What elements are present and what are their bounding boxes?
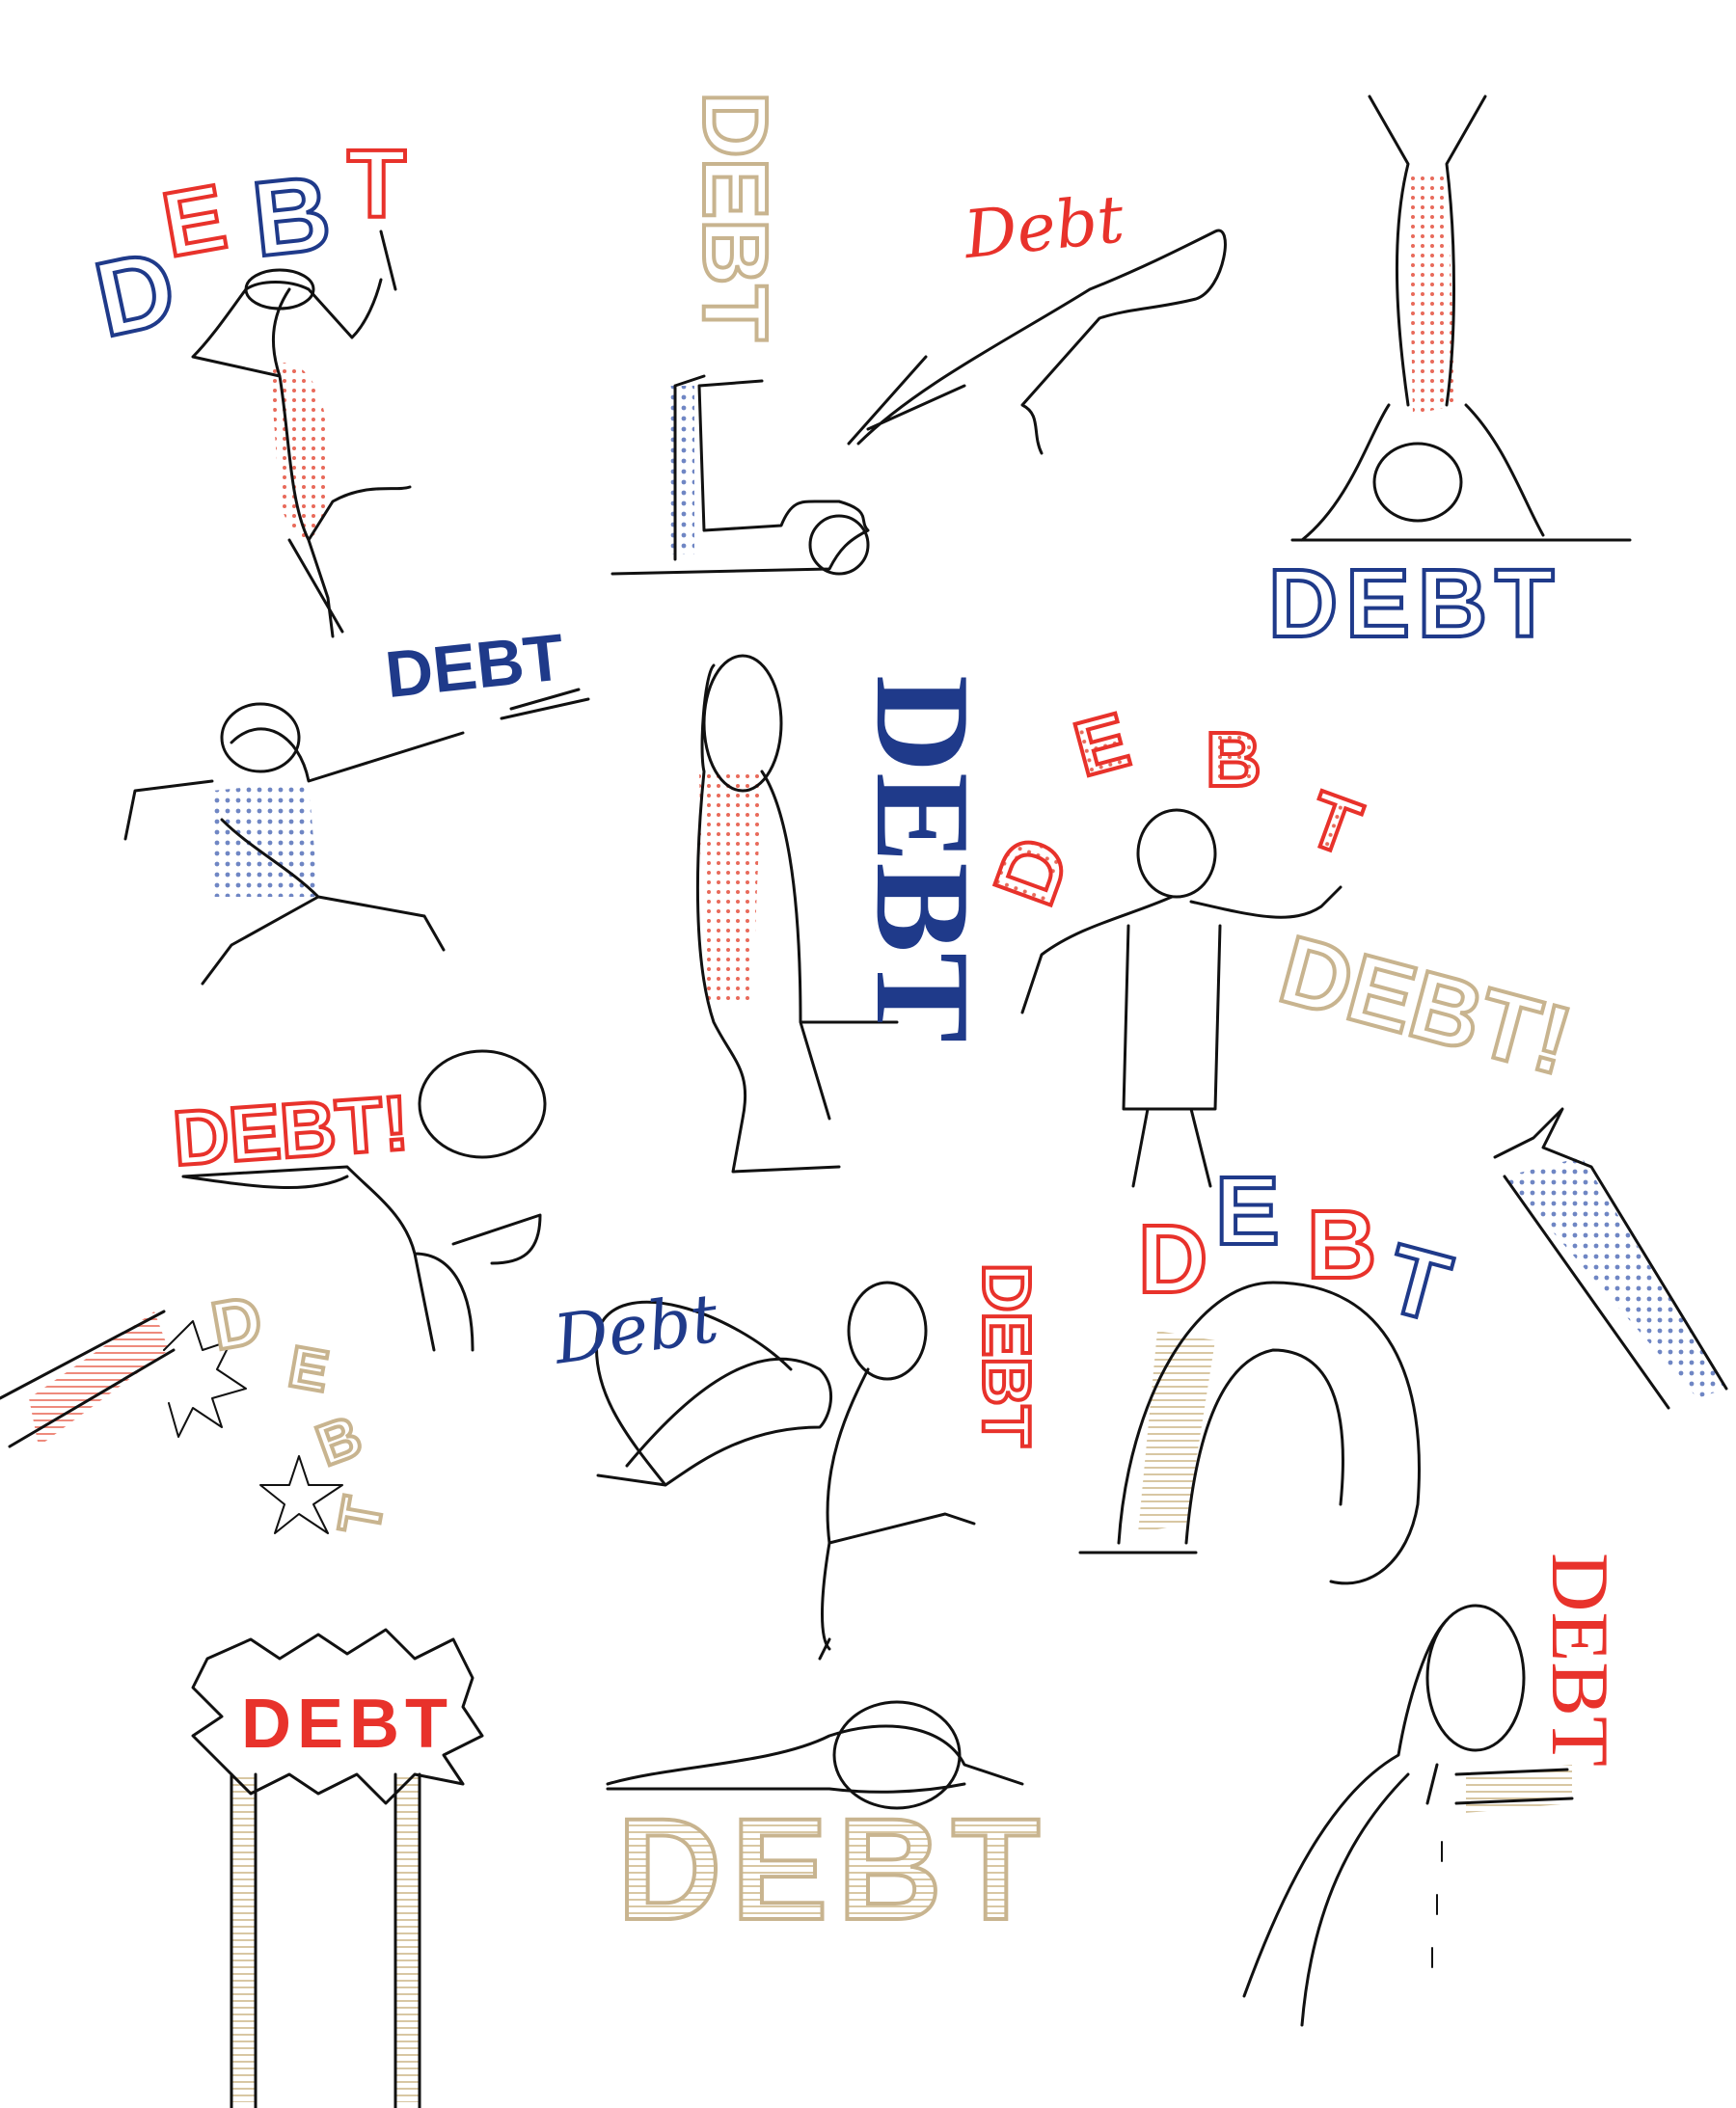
held-red-debt-word: DEBT — [1534, 1553, 1625, 1767]
raised-arms — [230, 1772, 421, 2108]
cursive-debt-word: Debt — [959, 181, 1128, 274]
vignette-pointer: DEBT! — [1267, 913, 1728, 1410]
leaper-head — [220, 702, 301, 773]
handstand-head — [1372, 442, 1463, 523]
red-vertical-debt-word: DEBT — [969, 1263, 1044, 1447]
runner-figure — [847, 229, 1227, 455]
juggled-letter-t: T — [1297, 775, 1370, 872]
vignette-vertical-debt: DEBT — [610, 90, 870, 576]
juggler-figure — [1020, 885, 1343, 1188]
shouted-debt-word: DEBT! — [171, 1079, 412, 1181]
speech-burst-icon — [191, 1628, 484, 1805]
pointing-arm — [1493, 1107, 1728, 1410]
handstand-debt-word: DEBT — [1268, 550, 1561, 658]
vertical-debt-word: DEBT — [684, 92, 786, 341]
handstand-figure — [1290, 95, 1632, 542]
juggled-letter-b: B — [1206, 716, 1261, 802]
arch-letter-e: E — [1215, 1157, 1280, 1265]
scatter-letter-b: B — [309, 1403, 370, 1478]
thrown-debt-word: DEBT — [382, 620, 567, 712]
arch-letter-t: T — [1375, 1224, 1460, 1343]
dancer-head — [244, 268, 315, 311]
shouter-head — [418, 1049, 547, 1159]
juggled-letter-e: E — [1066, 696, 1138, 793]
tall-figure-body — [695, 663, 899, 1174]
star-icon — [259, 1455, 343, 1534]
debt-letter-b: B — [247, 153, 336, 280]
arch-letter-d: D — [1138, 1205, 1207, 1313]
vignette-shouter: DEBT! — [169, 1049, 547, 1352]
pointing-arm-shading — [1505, 1157, 1726, 1398]
arch-figure — [1078, 1281, 1421, 1585]
debt-letter-t: T — [347, 130, 406, 238]
left-arm-shading — [231, 1774, 256, 2102]
impact-burst-icon — [163, 1320, 247, 1438]
kicker-head — [847, 1281, 928, 1381]
scatter-letter-e: E — [285, 1334, 334, 1404]
kicker-figure — [595, 1300, 976, 1661]
scatter-letter-t: T — [326, 1493, 395, 1539]
scatter-letter-d: D — [206, 1282, 267, 1365]
arch-letter-b: B — [1307, 1191, 1376, 1299]
vignette-tall-figure: DEBT — [695, 654, 997, 1174]
punching-arm-shading — [29, 1311, 169, 1446]
tan-striped-debt-word: DEBT — [617, 1788, 1049, 1950]
juggler-head — [1136, 808, 1217, 899]
tall-figure-head — [702, 654, 783, 793]
shouter-figure — [181, 1165, 542, 1352]
crying-figure — [1242, 1618, 1574, 2027]
arch-leg-shading — [1138, 1331, 1215, 1533]
lying-on-debt-head — [832, 1700, 962, 1810]
tear-drop-icon — [1431, 1841, 1443, 1968]
vignette-crying-figure: DEBT — [1242, 1553, 1625, 2027]
lying-figure — [610, 374, 870, 576]
tan-debt-exclaim-word: DEBT! — [1269, 915, 1582, 1095]
vignette-kicker: Debt DEBT — [547, 1261, 1046, 1661]
lying-figure-head — [808, 514, 870, 576]
vignette-puncher: D E B T — [0, 1280, 397, 1540]
vignette-dancer: D E B T — [84, 128, 412, 638]
vignette-lying-on-debt: DEBT — [606, 1700, 1049, 1952]
leaper-body-shading — [212, 781, 318, 897]
punching-arm — [0, 1310, 176, 1448]
leaper-figure — [123, 727, 465, 986]
right-arm-shading — [395, 1774, 420, 2102]
vignette-runner: Debt — [847, 181, 1227, 455]
speed-lines — [500, 688, 590, 720]
vignette-handstand: DEBT — [1266, 95, 1632, 660]
tall-figure-shading — [699, 771, 762, 1003]
vignette-leaper: DEBT — [123, 620, 590, 986]
vignette-arch: D E B T — [1078, 1155, 1462, 1585]
vertical-blue-debt-word: DEBT — [848, 675, 997, 1042]
handstand-legs-shading — [1408, 174, 1456, 415]
burst-debt-word: DEBT — [241, 1686, 453, 1763]
crying-figure-head — [1425, 1604, 1526, 1752]
dancer-figure — [191, 230, 412, 638]
blue-cursive-debt-word: Debt — [547, 1279, 723, 1380]
vignette-raised-arms: DEBT — [191, 1628, 484, 2108]
